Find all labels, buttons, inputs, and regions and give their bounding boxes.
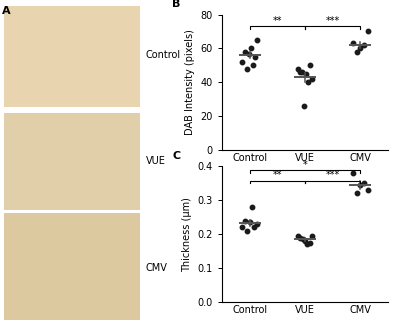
Text: C: C — [172, 151, 180, 161]
Text: *: * — [303, 160, 307, 170]
Text: **: ** — [272, 170, 282, 180]
Text: Control: Control — [146, 50, 181, 60]
Text: B: B — [172, 0, 180, 9]
FancyBboxPatch shape — [4, 113, 140, 210]
Text: A: A — [2, 6, 11, 16]
FancyBboxPatch shape — [4, 6, 140, 107]
Text: ***: *** — [326, 170, 340, 180]
Text: VUE: VUE — [146, 157, 166, 166]
Text: CMV: CMV — [146, 263, 168, 273]
Text: **: ** — [272, 16, 282, 26]
Y-axis label: Thickness (μm): Thickness (μm) — [182, 197, 192, 272]
FancyBboxPatch shape — [4, 213, 140, 320]
Y-axis label: DAB Intensity (pixels): DAB Intensity (pixels) — [185, 29, 195, 135]
Text: ***: *** — [326, 16, 340, 26]
